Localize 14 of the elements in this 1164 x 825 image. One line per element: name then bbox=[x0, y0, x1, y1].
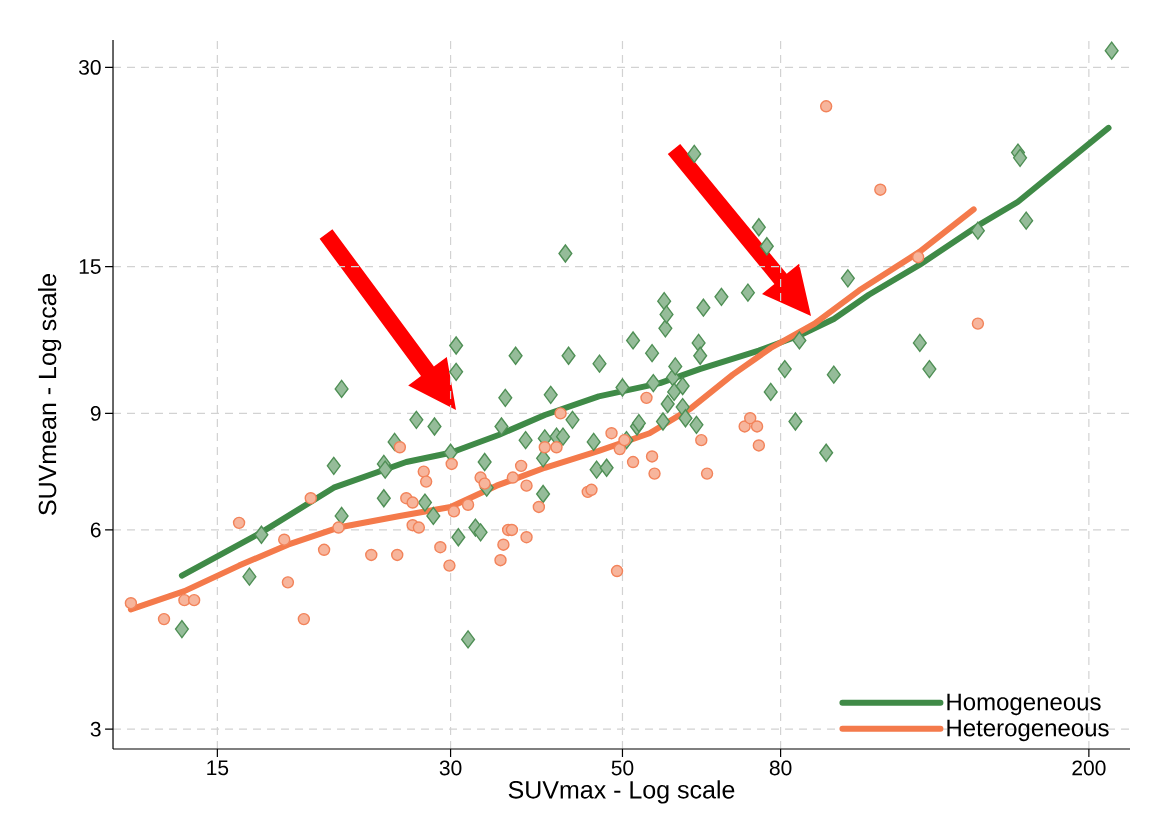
y-tick-label: 6 bbox=[90, 522, 101, 538]
x-axis-title: SUVmax - Log scale bbox=[508, 780, 735, 804]
y-tick-label: 3 bbox=[90, 721, 101, 737]
y-axis-title: SUVmean - Log scale bbox=[37, 274, 62, 515]
x-tick-label: 15 bbox=[207, 760, 229, 776]
y-tick-label: 30 bbox=[78, 59, 101, 75]
y-tick-label: 15 bbox=[79, 259, 101, 274]
y-tick-label: 9 bbox=[90, 405, 101, 421]
x-tick-label: 30 bbox=[439, 760, 462, 776]
x-tick-label: 200 bbox=[1072, 760, 1106, 776]
legend-label: Heterogeneous bbox=[947, 719, 1109, 742]
x-tick-label: 80 bbox=[769, 760, 792, 776]
legend-label: Homogeneous bbox=[947, 693, 1101, 716]
x-tick-label: 50 bbox=[611, 760, 634, 776]
